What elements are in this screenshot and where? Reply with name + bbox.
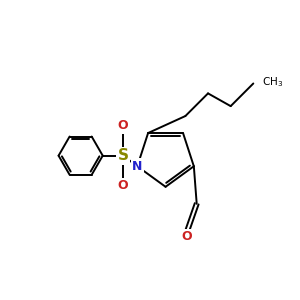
Text: N: N — [132, 160, 142, 173]
Text: CH$_3$: CH$_3$ — [262, 75, 283, 89]
Text: O: O — [182, 230, 192, 243]
Text: S: S — [118, 148, 129, 163]
Text: O: O — [118, 119, 128, 132]
Text: O: O — [118, 179, 128, 192]
